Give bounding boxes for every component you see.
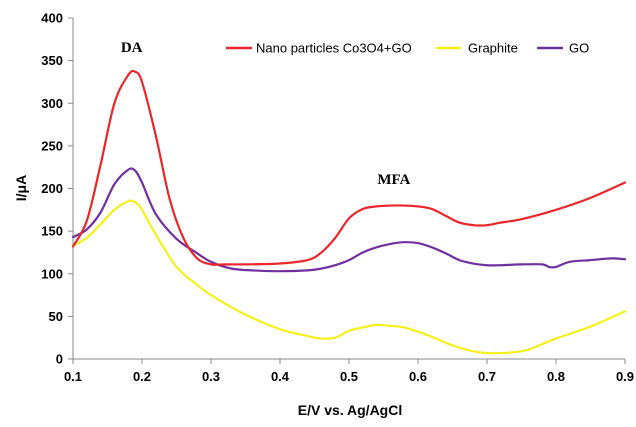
- y-tick-label: 50: [49, 309, 63, 324]
- x-tick-label: 0.9: [616, 369, 634, 384]
- x-tick-label: 0.6: [409, 369, 427, 384]
- annotation-mfa: MFA: [377, 172, 410, 188]
- x-ticks: 0.1 0.2 0.3 0.4 0.5 0.6 0.7 0.8 0.9: [64, 359, 634, 384]
- series-lines: [71, 69, 627, 355]
- y-tick-label: 100: [41, 266, 63, 281]
- legend-label: GO: [569, 41, 589, 56]
- x-tick-label: 0.3: [202, 369, 220, 384]
- x-tick-label: 0.5: [340, 369, 358, 384]
- x-tick-label: 0.2: [133, 369, 151, 384]
- y-tick-label: 300: [41, 96, 63, 111]
- y-tick-label: 0: [56, 352, 63, 367]
- annotation-da: DA: [121, 40, 143, 56]
- series-line-nano-particles-co3o4-go: [71, 69, 627, 266]
- y-tick-label: 350: [41, 53, 63, 68]
- y-ticks: 0 50 100 150 200 250 300 350 400: [41, 11, 73, 367]
- x-axis-title: E/V vs. Ag/AgCl: [298, 402, 403, 418]
- y-tick-label: 200: [41, 181, 63, 196]
- annotations: DA MFA: [121, 40, 411, 188]
- y-tick-label: 400: [41, 11, 63, 26]
- series-line-graphite: [71, 199, 627, 355]
- x-tick-label: 0.8: [547, 369, 565, 384]
- y-tick-label: 250: [41, 138, 63, 153]
- y-tick-label: 150: [41, 224, 63, 239]
- legend-label: Graphite: [468, 41, 518, 56]
- legend-label: Nano particles Co3O4+GO: [256, 41, 412, 56]
- plot-area: 0.1 0.2 0.3 0.4 0.5 0.6 0.7 0.8 0.9 0 50 100 150 200…: [41, 11, 634, 385]
- x-tick-label: 0.4: [271, 369, 290, 384]
- series-line-go: [71, 167, 627, 273]
- legend: Nano particles Co3O4+GO Graphite GO: [226, 41, 589, 56]
- y-axis-title: I/μA: [13, 175, 29, 201]
- x-tick-label: 0.7: [478, 369, 496, 384]
- x-tick-label: 0.1: [64, 369, 82, 384]
